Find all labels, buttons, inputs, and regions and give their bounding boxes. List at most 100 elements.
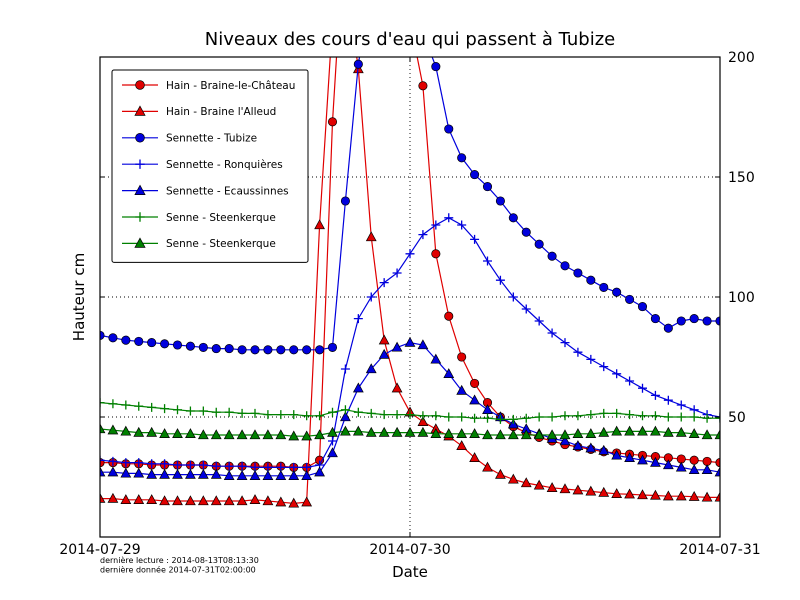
marker-plus bbox=[663, 412, 673, 422]
marker-triangle bbox=[637, 425, 648, 436]
marker-triangle bbox=[495, 468, 506, 479]
marker-plus bbox=[237, 408, 247, 418]
chart-plot-area: 50 100 150 200 2014-07-29 2014-07-30 2014-07-3… bbox=[59, 50, 760, 558]
marker-triangle bbox=[520, 429, 532, 440]
marker-triangle bbox=[585, 428, 597, 438]
marker-triangle bbox=[120, 425, 132, 436]
marker-plus bbox=[276, 410, 286, 420]
marker-circle bbox=[508, 213, 518, 223]
marker-plus bbox=[547, 412, 557, 422]
legend-item-label: Sennette - Ecaussinnes bbox=[166, 185, 289, 197]
legend-item-senne-steenkerque-triangle: Senne - Steenkerque bbox=[122, 237, 276, 250]
marker-triangle bbox=[236, 495, 248, 506]
footnote-derniere-lecture: dernière lecture : 2014-08-13T08:13:30 bbox=[100, 555, 259, 565]
marker-triangle bbox=[159, 495, 170, 506]
marker-triangle bbox=[391, 426, 403, 437]
marker-triangle bbox=[185, 468, 196, 479]
marker-circle bbox=[521, 227, 531, 237]
marker-triangle bbox=[120, 494, 132, 504]
marker-plus bbox=[470, 413, 480, 423]
marker-triangle bbox=[701, 491, 713, 502]
marker-circle bbox=[573, 268, 583, 278]
marker-plus bbox=[135, 212, 145, 222]
marker-circle bbox=[431, 62, 441, 72]
marker-plus bbox=[108, 399, 118, 409]
legend-item-label: Hain - Braine-le-Château bbox=[166, 80, 295, 92]
y-tick-label: 150 bbox=[728, 170, 755, 186]
marker-triangle bbox=[417, 416, 429, 426]
marker-plus bbox=[160, 404, 170, 414]
marker-plus bbox=[418, 411, 428, 421]
x-axis-label: Date bbox=[392, 563, 428, 581]
marker-circle bbox=[160, 339, 170, 349]
marker-triangle bbox=[417, 426, 429, 437]
marker-plus bbox=[198, 460, 208, 470]
marker-triangle bbox=[314, 429, 325, 440]
marker-triangle bbox=[262, 429, 274, 440]
marker-circle bbox=[547, 251, 557, 261]
marker-triangle bbox=[598, 486, 610, 497]
marker-triangle bbox=[210, 429, 222, 440]
marker-plus bbox=[379, 410, 389, 420]
marker-circle bbox=[327, 117, 338, 127]
marker-triangle bbox=[624, 488, 635, 499]
marker-plus bbox=[560, 411, 570, 421]
marker-triangle bbox=[572, 484, 584, 495]
marker-triangle bbox=[404, 336, 416, 347]
marker-plus bbox=[392, 268, 402, 278]
marker-triangle bbox=[675, 461, 687, 472]
marker-triangle bbox=[559, 435, 571, 446]
marker-plus bbox=[250, 408, 260, 418]
marker-plus bbox=[638, 411, 647, 421]
marker-plus bbox=[340, 405, 350, 415]
marker-triangle bbox=[482, 429, 493, 440]
marker-circle bbox=[637, 302, 648, 312]
marker-plus bbox=[173, 460, 182, 470]
marker-triangle bbox=[365, 426, 377, 437]
marker-plus bbox=[366, 408, 376, 418]
legend-item-senne-steenkerque-plus: Senne - Steenkerque bbox=[122, 212, 276, 224]
marker-triangle bbox=[365, 363, 377, 374]
marker-circle bbox=[276, 345, 286, 355]
legend: Hain - Braine-le-Château Hain - Braine l'… bbox=[111, 69, 309, 263]
marker-triangle bbox=[197, 429, 209, 440]
marker-plus bbox=[508, 414, 518, 424]
x-tick-label: 2014-07-30 bbox=[369, 542, 450, 558]
marker-plus bbox=[353, 407, 363, 417]
marker-plus bbox=[547, 328, 557, 338]
marker-plus bbox=[663, 395, 673, 405]
marker-triangle bbox=[469, 452, 480, 462]
marker-triangle bbox=[701, 429, 713, 440]
marker-circle bbox=[327, 342, 338, 352]
marker-plus bbox=[224, 407, 234, 417]
marker-circle bbox=[560, 261, 570, 271]
marker-triangle bbox=[197, 468, 209, 479]
legend-item-sennette-tubize: Sennette - Tubize bbox=[122, 133, 257, 145]
marker-plus bbox=[121, 458, 131, 468]
marker-triangle bbox=[624, 452, 635, 462]
marker-plus bbox=[444, 412, 454, 422]
marker-triangle bbox=[378, 334, 390, 345]
marker-triangle bbox=[100, 423, 106, 434]
marker-circle bbox=[482, 182, 493, 192]
marker-triangle bbox=[611, 449, 623, 460]
marker-circle bbox=[689, 314, 699, 324]
legend-item-label: Senne - Steenkerque bbox=[166, 238, 276, 250]
marker-triangle bbox=[120, 467, 132, 478]
marker-plus bbox=[108, 456, 118, 466]
legend-item-label: Sennette - Ronquières bbox=[166, 159, 283, 171]
marker-plus bbox=[289, 410, 299, 420]
marker-triangle bbox=[688, 490, 700, 501]
marker-triangle bbox=[249, 429, 261, 440]
marker-circle bbox=[612, 287, 622, 297]
marker-triangle bbox=[249, 494, 261, 504]
marker-triangle bbox=[714, 429, 720, 440]
marker-plus bbox=[328, 436, 337, 446]
marker-triangle bbox=[611, 425, 623, 436]
series-senne-steenkerque-triangle bbox=[100, 423, 720, 441]
y-tick-label: 50 bbox=[728, 410, 746, 426]
marker-circle bbox=[650, 314, 660, 324]
marker-triangle bbox=[585, 442, 597, 453]
marker-triangle bbox=[146, 468, 158, 479]
marker-plus bbox=[483, 256, 492, 266]
